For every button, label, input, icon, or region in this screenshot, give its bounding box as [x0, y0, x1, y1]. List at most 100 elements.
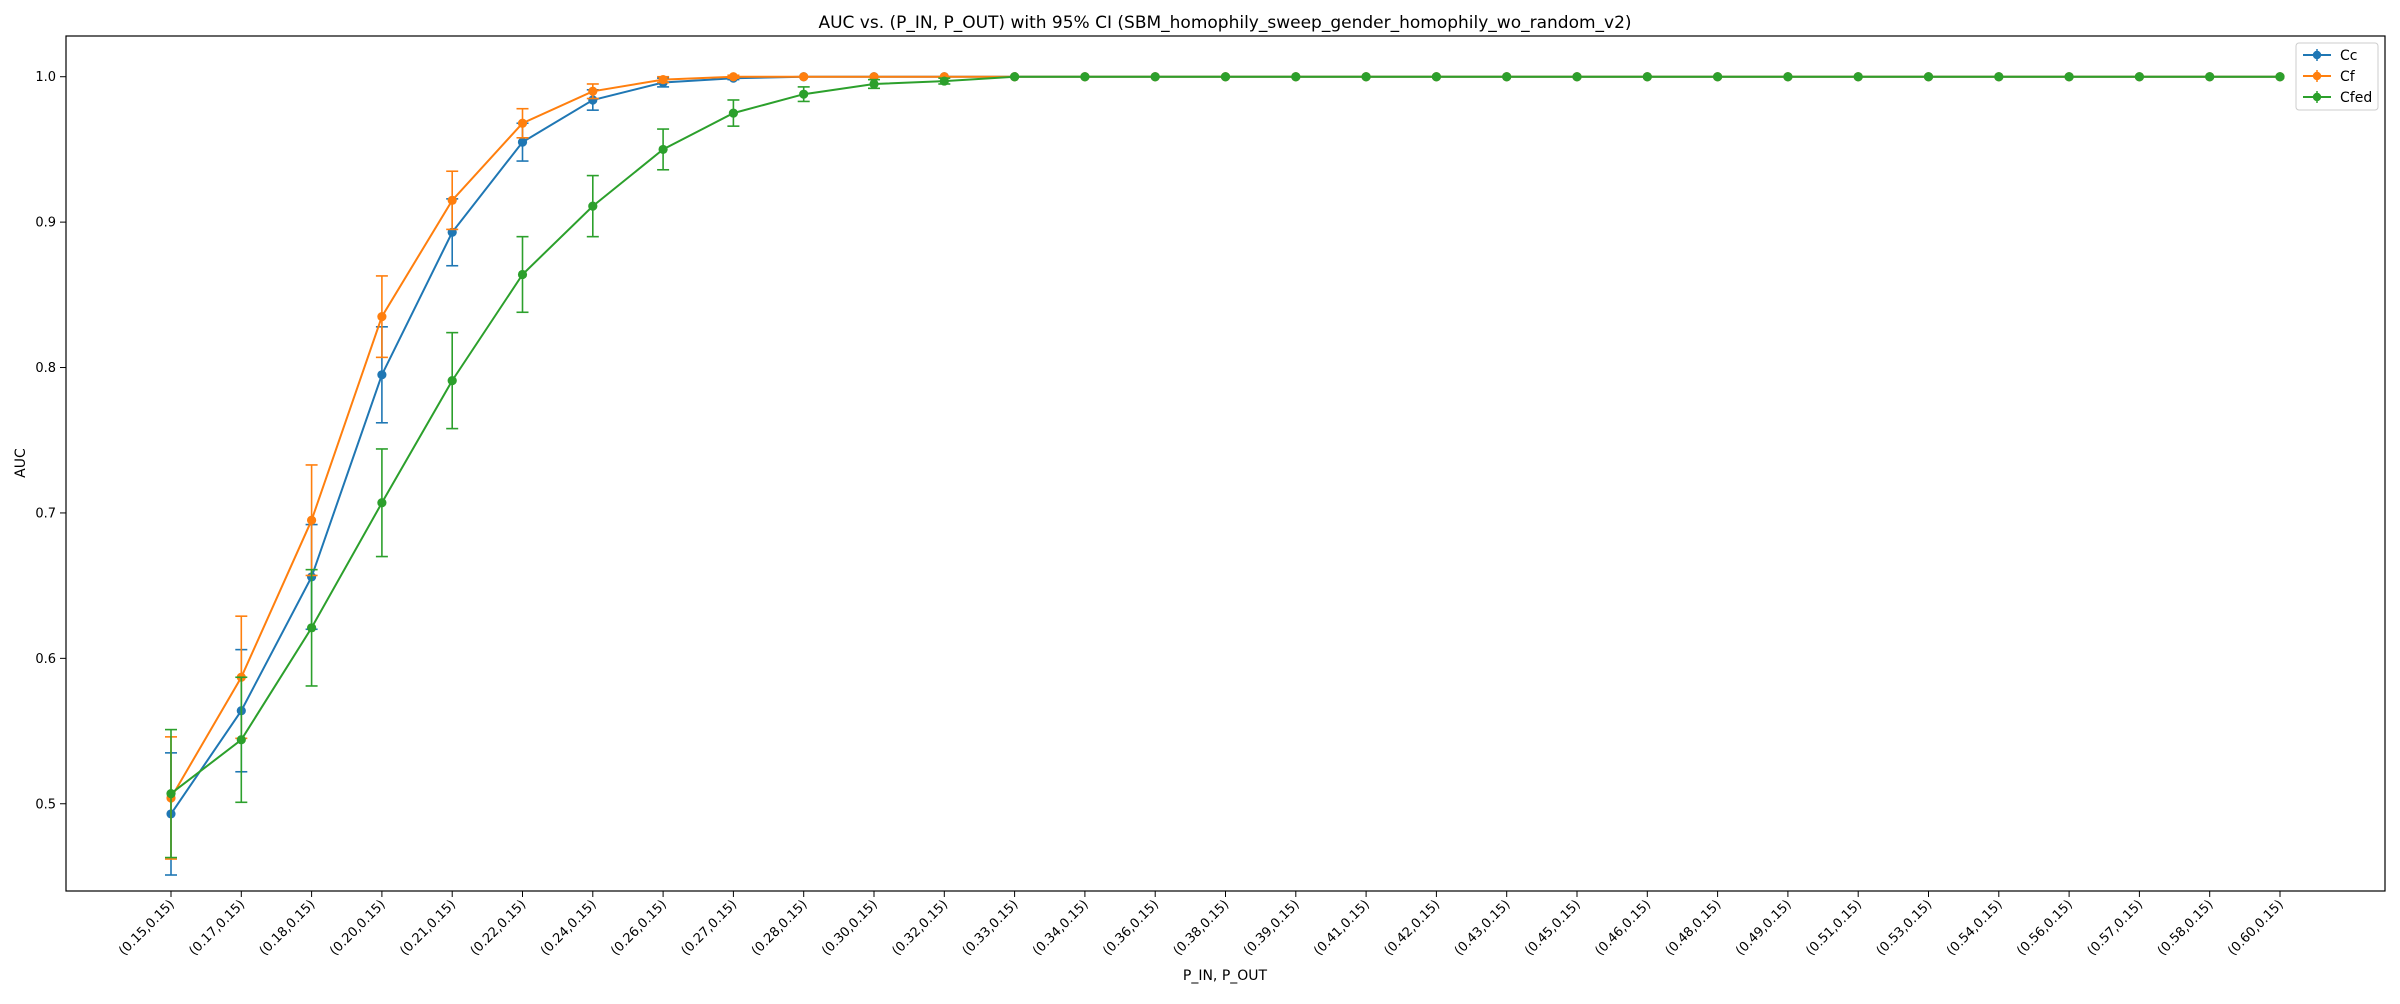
x-tick-label: (0.42,0.15) — [1382, 897, 1444, 959]
series-line — [170, 75, 2280, 795]
x-tick-label: (0.22,0.15) — [468, 897, 530, 959]
data-point — [1220, 72, 1231, 82]
data-point — [1923, 72, 1934, 82]
data-point — [307, 623, 317, 633]
x-tick-label: (0.32,0.15) — [889, 897, 951, 959]
data-point — [377, 370, 387, 380]
data-point — [658, 144, 668, 155]
data-point — [2205, 72, 2215, 82]
x-tick-label: (0.33,0.15) — [960, 897, 1022, 959]
data-point — [517, 137, 528, 147]
series-cfed — [165, 72, 2285, 859]
data-point — [2275, 72, 2285, 82]
x-tick-label: (0.28,0.15) — [749, 897, 811, 959]
data-point — [588, 95, 598, 105]
x-tick-label: (0.53,0.15) — [1874, 897, 1936, 959]
data-point — [236, 735, 246, 745]
x-tick-label: (0.24,0.15) — [538, 897, 600, 959]
legend-label: Cc — [2340, 48, 2357, 64]
plot-area-frame — [65, 35, 2386, 892]
series-cc — [165, 72, 2285, 876]
legend-entry-cfed: Cfed — [2303, 90, 2372, 106]
data-point — [1431, 72, 1441, 82]
data-point — [1502, 72, 1512, 82]
y-tick-label: 1.0 — [35, 70, 56, 85]
data-point — [799, 89, 809, 99]
data-point — [1010, 72, 1020, 82]
data-point — [588, 86, 598, 96]
x-tick-label: (0.43,0.15) — [1452, 897, 1514, 959]
data-point — [658, 75, 668, 85]
data-point — [307, 515, 317, 525]
data-point — [869, 79, 879, 89]
x-tick-label: (0.34,0.15) — [1030, 897, 1092, 959]
data-point — [1994, 72, 2004, 82]
x-tick-label: (0.38,0.15) — [1171, 897, 1233, 959]
x-tick-label: (0.51,0.15) — [1803, 897, 1865, 959]
series-line — [170, 75, 2280, 815]
legend-label: Cf — [2340, 69, 2356, 85]
data-point — [1361, 72, 1371, 82]
x-tick-label: (0.15,0.15) — [116, 897, 178, 959]
data-point — [447, 195, 457, 205]
data-point — [1572, 72, 1582, 82]
data-point — [447, 376, 457, 386]
x-axis: (0.15,0.15) (0.17,0.15) (0.18,0.15) (0.20,0… — [116, 891, 2287, 959]
x-tick-label: (0.41,0.15) — [1311, 897, 1373, 959]
data-point — [1642, 72, 1652, 82]
y-tick-label: 0.6 — [35, 652, 56, 667]
x-tick-label: (0.18,0.15) — [257, 897, 319, 959]
legend-entry-cf: Cf — [2303, 69, 2356, 85]
x-tick-label: (0.21,0.15) — [397, 897, 459, 959]
data-point — [517, 269, 528, 280]
x-tick-label: (0.26,0.15) — [608, 897, 670, 959]
y-tick-label: 0.5 — [35, 797, 56, 812]
data-point — [1291, 72, 1301, 82]
data-point — [1713, 72, 1723, 82]
data-point — [517, 118, 528, 128]
legend-marker — [2312, 92, 2322, 102]
data-point — [2134, 72, 2144, 82]
data-point — [588, 201, 598, 211]
data-point — [799, 72, 809, 82]
x-tick-label: (0.49,0.15) — [1733, 897, 1795, 959]
x-tick-label: (0.58,0.15) — [2155, 897, 2217, 959]
x-tick-label: (0.46,0.15) — [1592, 897, 1654, 959]
x-tick-label: (0.60,0.15) — [2225, 897, 2287, 959]
series-line — [170, 75, 2280, 799]
data-point — [1783, 72, 1793, 82]
x-tick-label: (0.57,0.15) — [2085, 897, 2147, 959]
x-tick-label: (0.45,0.15) — [1522, 897, 1584, 959]
data-point — [728, 108, 739, 118]
legend: Cc Cf Cfed — [2295, 42, 2379, 111]
data-point — [728, 72, 739, 82]
legend-label: Cfed — [2340, 90, 2372, 106]
data-point — [1080, 72, 1090, 82]
y-axis: 0.5 0.6 0.7 0.8 0.9 1.0 — [35, 70, 66, 812]
x-tick-label: (0.17,0.15) — [186, 897, 248, 959]
legend-marker — [2312, 50, 2322, 60]
legend-marker — [2312, 71, 2322, 81]
x-axis-label: P_IN, P_OUT — [1183, 968, 1268, 984]
data-point — [939, 76, 949, 86]
x-tick-label: (0.48,0.15) — [1663, 897, 1725, 959]
x-tick-label: (0.27,0.15) — [679, 897, 741, 959]
y-tick-label: 0.8 — [35, 361, 56, 376]
x-tick-label: (0.20,0.15) — [327, 897, 389, 959]
legend-entry-cc: Cc — [2303, 48, 2357, 64]
series-cf — [165, 72, 2285, 860]
data-point — [166, 788, 176, 799]
data-point — [377, 312, 387, 322]
y-tick-label: 0.9 — [35, 216, 56, 231]
x-tick-label: (0.54,0.15) — [1944, 897, 2006, 959]
y-axis-label: AUC — [13, 448, 29, 478]
chart-title: AUC vs. (P_IN, P_OUT) with 95% CI (SBM_h… — [818, 13, 1631, 33]
x-tick-label: (0.36,0.15) — [1100, 897, 1162, 959]
data-point — [377, 498, 387, 508]
y-tick-label: 0.7 — [35, 506, 56, 521]
data-point — [1853, 72, 1863, 82]
x-tick-label: (0.30,0.15) — [819, 897, 881, 959]
data-point — [2064, 72, 2074, 82]
